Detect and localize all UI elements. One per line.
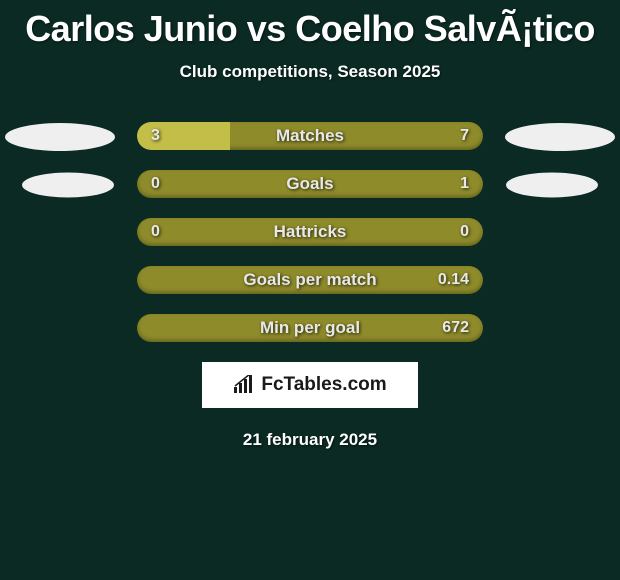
player-left-badge: [5, 123, 115, 151]
stat-value-left: 0: [151, 223, 160, 241]
player-right-badge: [505, 123, 615, 151]
player-left-badge: [22, 173, 114, 198]
page-title: Carlos Junio vs Coelho SalvÃ¡tico: [0, 8, 620, 50]
stat-label: Hattricks: [274, 222, 347, 242]
stat-value-left: 0: [151, 175, 160, 193]
stat-value-right: 0: [460, 223, 469, 241]
stat-bar: 3 Matches 7: [137, 122, 483, 150]
stat-row: 3 Matches 7: [0, 122, 620, 152]
logo-box: FcTables.com: [202, 362, 418, 408]
stat-value-right: 7: [460, 127, 469, 145]
stat-label: Min per goal: [260, 318, 360, 338]
stats-container: 3 Matches 7 0 Goals 1 0 Hattricks 0 Goals per mat…: [0, 122, 620, 344]
stat-value-right: 1: [460, 175, 469, 193]
stat-bar: 0 Hattricks 0: [137, 218, 483, 246]
stat-row: Min per goal 672: [0, 314, 620, 344]
logo-text: FcTables.com: [261, 374, 386, 396]
stat-value-right: 0.14: [438, 271, 469, 289]
stat-row: 0 Hattricks 0: [0, 218, 620, 248]
stat-label: Goals per match: [243, 270, 376, 290]
logo: FcTables.com: [233, 374, 386, 396]
stat-label: Matches: [276, 126, 344, 146]
stat-row: Goals per match 0.14: [0, 266, 620, 296]
stat-bar: 0 Goals 1: [137, 170, 483, 198]
stat-label: Goals: [286, 174, 333, 194]
stat-bar: Min per goal 672: [137, 314, 483, 342]
subtitle: Club competitions, Season 2025: [0, 62, 620, 82]
stat-value-right: 672: [442, 319, 469, 337]
date-text: 21 february 2025: [0, 430, 620, 450]
player-right-badge: [506, 173, 598, 198]
stat-bar: Goals per match 0.14: [137, 266, 483, 294]
stat-row: 0 Goals 1: [0, 170, 620, 200]
chart-icon: [233, 375, 255, 395]
stat-value-left: 3: [151, 127, 160, 145]
